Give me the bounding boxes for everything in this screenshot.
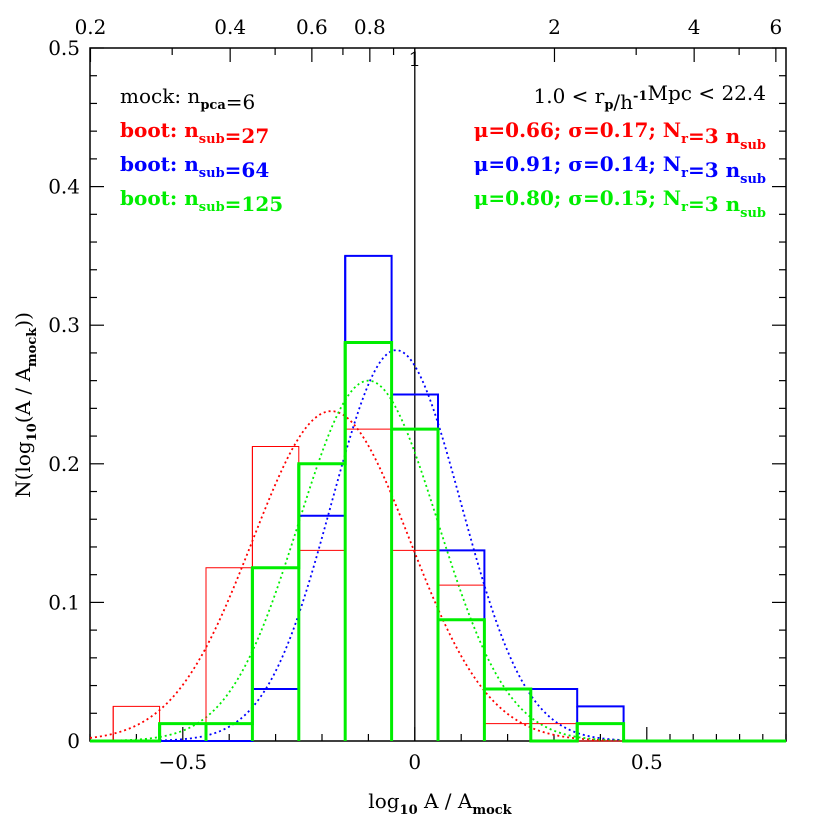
legend-text-part: r	[681, 132, 688, 147]
legend-text-part: sub	[199, 132, 225, 147]
x-axis-label: log10 A / Amock	[368, 789, 512, 818]
top-tick-label: 0.6	[296, 15, 328, 39]
legend-left-entry: boot: nsub=125	[120, 186, 283, 216]
legend-text-part: boot: n	[120, 118, 199, 142]
y-tick-label: 0	[67, 729, 80, 753]
legend-left-entry: boot: nsub=27	[120, 118, 269, 148]
y-tick-label: 0.1	[48, 590, 80, 614]
legend-text-part: p	[604, 98, 613, 113]
top-tick-label: 0.4	[214, 15, 246, 39]
legend-right-entry: μ=0.91; σ=0.14; Nr=3 nsub	[474, 152, 766, 187]
legend-text-part: sub	[740, 172, 766, 187]
legend-text-part: =64	[225, 158, 270, 182]
y-axis-label: N(log10(A / Amock))	[11, 312, 40, 498]
y-tick-label: 0.5	[48, 36, 80, 60]
legend-text-part: -1	[633, 89, 647, 104]
legend-text-part: μ=0.80; σ=0.15; N	[474, 186, 681, 210]
legend-text-part: sub	[199, 200, 225, 215]
legend-text-part: sub	[740, 206, 766, 221]
plot-marks: −0.5 0 0.500.10.20.30.40.50.2 0.4 0.6 0.8 2 4 61…	[48, 15, 787, 774]
legend-text-part: =6	[226, 90, 255, 114]
y-tick-label: 0.2	[48, 452, 80, 476]
legend-text-part: Mpc < 22.4	[648, 81, 767, 105]
legend-text-part: pca	[200, 98, 226, 113]
legend-text-part: μ=0.91; σ=0.14; N	[474, 152, 681, 176]
x-tick-label: 0	[408, 750, 421, 774]
legend-text-part: /h	[613, 90, 633, 114]
y-tick-label: 0.4	[48, 175, 80, 199]
legend-text-part: μ=0.66; σ=0.17; N	[474, 118, 681, 142]
legend-text-part: =3 n	[688, 192, 741, 216]
top-tick-label: 0.8	[354, 15, 386, 39]
legend-text-part: 1.0 < r	[533, 84, 604, 108]
legend-text-part: r	[681, 200, 688, 215]
top-tick-label: 6	[769, 15, 782, 39]
legend-text-part: boot: n	[120, 152, 199, 176]
legend-text-part: =3 n	[688, 124, 741, 148]
y-tick-label: 0.3	[48, 313, 80, 337]
legend-text-part: boot: n	[120, 186, 199, 210]
legend-text-part: mock: n	[120, 84, 200, 108]
legend-text-part: =3 n	[688, 158, 741, 182]
legend-right-entry: μ=0.80; σ=0.15; Nr=3 nsub	[474, 186, 766, 221]
legend-text-part: sub	[740, 138, 766, 153]
histogram-series	[90, 254, 786, 742]
legend-right-entry: 1.0 < rp/h-1Mpc < 22.4	[533, 81, 766, 114]
top-line-label: 1	[408, 47, 421, 71]
legend-text-part: =125	[225, 192, 284, 216]
top-tick-label: 0.2	[75, 15, 107, 39]
legend-text-part: =27	[225, 124, 270, 148]
legend-text-part: sub	[199, 166, 225, 181]
legend-right-entry: μ=0.66; σ=0.17; Nr=3 nsub	[474, 118, 766, 153]
top-tick-label: 2	[548, 15, 561, 39]
x-tick-label: −0.5	[159, 750, 208, 774]
x-tick-label: 0.5	[631, 750, 663, 774]
legend-left-entry: mock: npca=6	[120, 84, 255, 114]
legend-left-entry: boot: nsub=64	[120, 152, 269, 182]
legend-text-part: r	[681, 166, 688, 181]
top-tick-label: 4	[688, 15, 701, 39]
